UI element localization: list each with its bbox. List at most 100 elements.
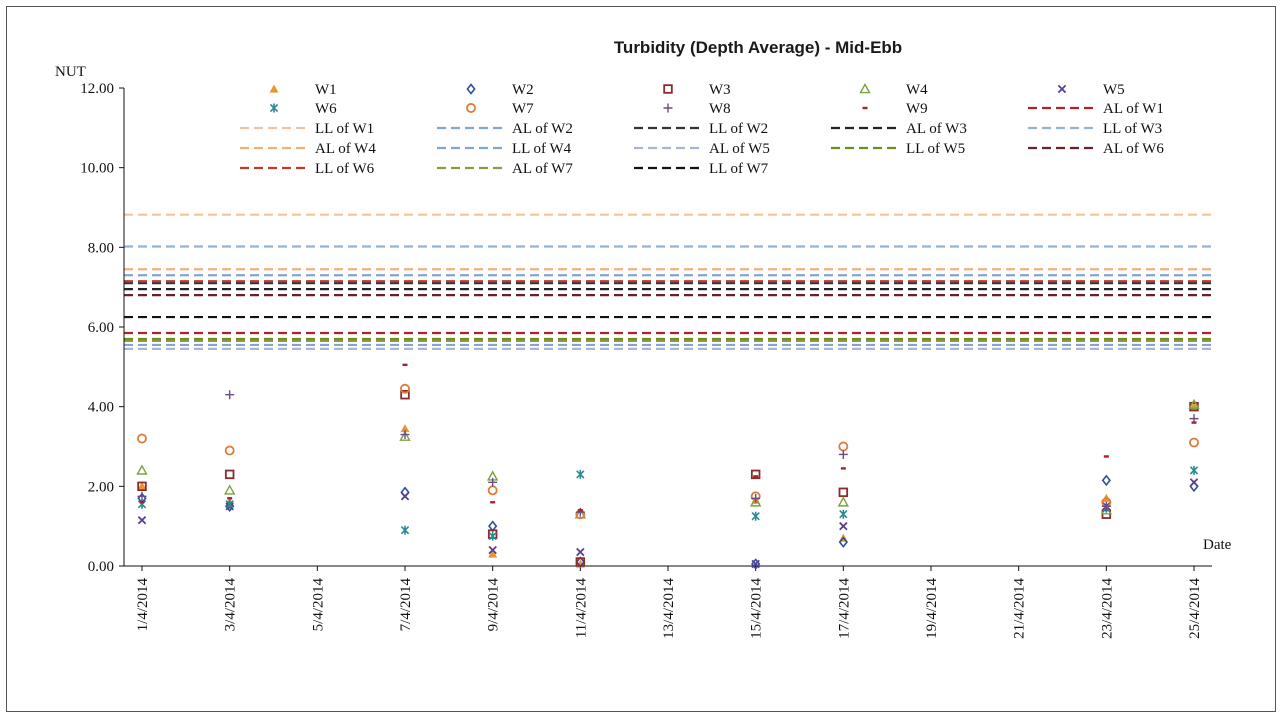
x-tick-label: 23/4/2014 xyxy=(1099,578,1115,639)
point-w8 xyxy=(838,449,848,459)
legend-label: LL of W1 xyxy=(315,121,374,137)
point-w4 xyxy=(223,484,236,495)
legend-label: AL of W2 xyxy=(512,121,573,137)
series-w8 xyxy=(137,390,1199,517)
legend-item: W2 xyxy=(466,82,534,98)
point-w3 xyxy=(137,481,147,492)
point-w6 xyxy=(1189,465,1199,475)
axes: 0.00 2.00 4.00 6.00 8.00 10.00 12.00 1/4/2014 3/… xyxy=(80,81,1212,639)
legend-marker-w8 xyxy=(663,103,673,113)
point-w6 xyxy=(400,525,410,535)
legend-marker-w6 xyxy=(269,103,279,113)
series-w4 xyxy=(136,398,1200,519)
legend-item: W3 xyxy=(663,82,731,98)
series-w5 xyxy=(137,478,1199,569)
legend-label: AL of W6 xyxy=(1103,141,1164,157)
legend: W1 W2 W3 W4 W5 W6 W7 W8 W9 AL of W1 LL of W1 AL of … xyxy=(240,82,1164,177)
x-tick-label: 25/4/2014 xyxy=(1187,578,1203,639)
legend-item: LL of W7 xyxy=(634,161,769,177)
x-tick-label: 11/4/2014 xyxy=(573,578,589,639)
legend-item: W8 xyxy=(663,101,731,117)
point-w8 xyxy=(751,493,761,503)
x-tick-label: 13/4/2014 xyxy=(661,578,677,639)
point-w4 xyxy=(1188,398,1200,409)
legend-item: AL of W4 xyxy=(240,141,376,157)
legend-item: W5 xyxy=(1057,82,1125,98)
legend-item: AL of W7 xyxy=(437,161,573,177)
point-w5 xyxy=(1189,478,1199,487)
legend-item: W7 xyxy=(466,101,534,117)
point-w3 xyxy=(750,469,761,480)
y-tick-label: 0.00 xyxy=(88,559,114,575)
point-w4 xyxy=(136,464,148,475)
point-w8 xyxy=(400,430,410,440)
series-w2 xyxy=(137,474,1199,570)
point-w1 xyxy=(137,481,147,490)
legend-marker-w7 xyxy=(466,103,476,113)
legend-item: LL of W2 xyxy=(634,121,768,137)
legend-marker-w5 xyxy=(1057,84,1067,94)
point-w3 xyxy=(400,389,410,400)
point-w8 xyxy=(488,477,498,487)
chart-title: Turbidity (Depth Average) - Mid-Ebb xyxy=(614,38,902,57)
x-tick-label: 5/4/2014 xyxy=(310,578,326,632)
series-w1 xyxy=(137,402,1199,568)
point-w7 xyxy=(1189,437,1199,448)
point-w5 xyxy=(839,521,848,531)
legend-label: LL of W6 xyxy=(315,161,375,177)
point-w4 xyxy=(837,496,850,507)
point-w7 xyxy=(487,485,498,496)
legend-item: LL of W5 xyxy=(831,141,965,157)
point-w6 xyxy=(488,531,497,541)
x-tick-label: 3/4/2014 xyxy=(223,578,239,632)
series-w6 xyxy=(137,465,1199,541)
legend-label: LL of W4 xyxy=(512,141,572,157)
legend-marker-w3 xyxy=(663,84,673,94)
x-tick-label: 1/4/2014 xyxy=(135,578,151,632)
legend-label: AL of W5 xyxy=(709,141,770,157)
y-tick-label: 4.00 xyxy=(88,400,114,416)
series-w9 xyxy=(139,363,1197,512)
point-w7 xyxy=(838,441,849,452)
x-tick-label: 21/4/2014 xyxy=(1012,578,1028,639)
chart-frame xyxy=(6,6,1276,712)
point-w8 xyxy=(1101,501,1111,511)
legend-label: LL of W2 xyxy=(709,121,768,137)
point-w8 xyxy=(137,491,147,501)
legend-item: LL of W4 xyxy=(437,141,572,157)
legend-label: AL of W1 xyxy=(1103,101,1164,117)
x-tick-label: 9/4/2014 xyxy=(486,578,502,632)
point-w3 xyxy=(224,469,235,480)
legend-item: LL of W3 xyxy=(1028,121,1162,137)
y-tick-label: 10.00 xyxy=(80,161,114,177)
series-w7 xyxy=(137,383,1199,520)
x-tick-label: 15/4/2014 xyxy=(749,578,765,639)
point-w6 xyxy=(751,511,760,521)
point-w5 xyxy=(137,515,147,525)
point-w1 xyxy=(400,424,410,433)
point-w4 xyxy=(749,496,762,507)
legend-label: W2 xyxy=(512,82,534,98)
point-w3 xyxy=(575,557,586,567)
legend-item: AL of W6 xyxy=(1028,141,1164,157)
legend-label: LL of W3 xyxy=(1103,121,1162,137)
point-w2 xyxy=(488,520,498,532)
point-w1 xyxy=(488,549,498,558)
legend-marker-w2 xyxy=(466,83,476,95)
y-tick-label: 2.00 xyxy=(88,479,114,495)
legend-item: AL of W5 xyxy=(634,141,770,157)
y-tick-label: 8.00 xyxy=(88,240,114,256)
legend-label: W7 xyxy=(512,101,534,117)
point-w6 xyxy=(225,499,234,509)
point-w7 xyxy=(224,445,235,456)
x-axis-label: Date xyxy=(1203,537,1232,553)
point-w7 xyxy=(400,383,410,394)
y-axis-label: NUT xyxy=(55,64,86,80)
legend-label: AL of W4 xyxy=(315,141,376,157)
legend-item: W1 xyxy=(269,82,337,98)
legend-item: AL of W1 xyxy=(1028,101,1164,117)
point-w3 xyxy=(838,487,849,498)
legend-label: W3 xyxy=(709,82,731,98)
legend-label: W9 xyxy=(906,101,928,117)
